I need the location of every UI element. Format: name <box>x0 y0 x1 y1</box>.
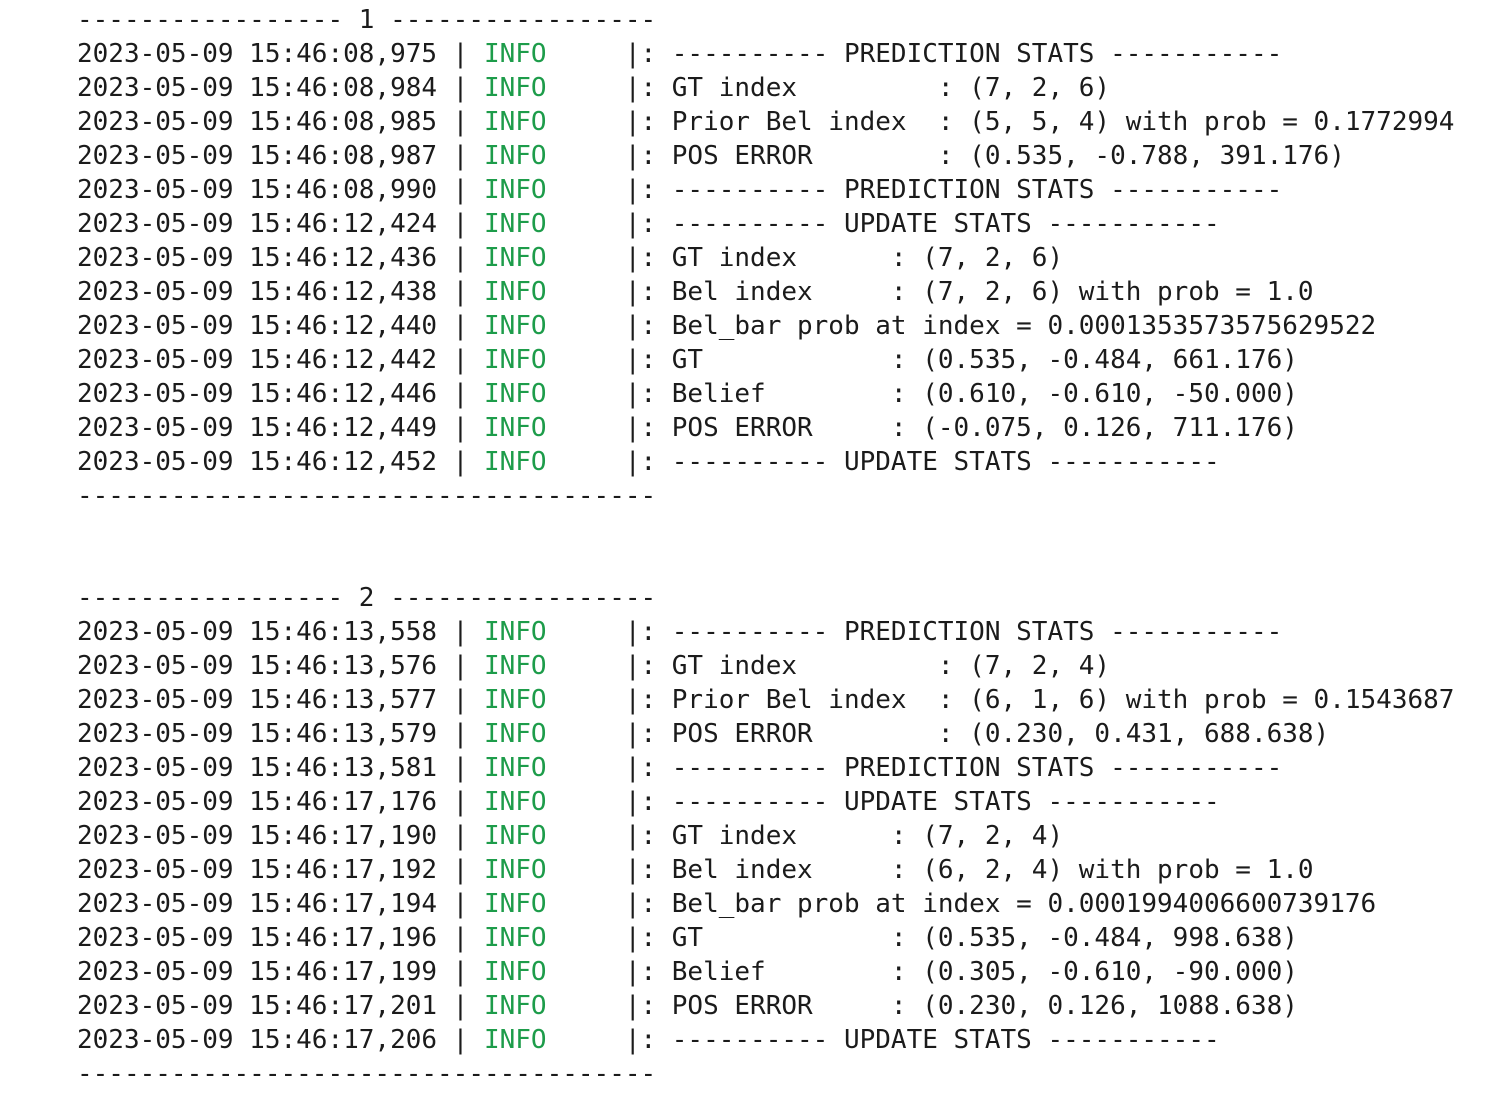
log-message: |: GT : (0.535, -0.484, 998.638) <box>624 923 1298 953</box>
log-timestamp: 2023-05-09 15:46:13,581 | <box>77 753 469 783</box>
log-message: |: Prior Bel index : (5, 5, 4) with prob… <box>624 107 1455 137</box>
log-level: INFO <box>483 311 547 341</box>
log-timestamp: 2023-05-09 15:46:12,452 | <box>77 447 469 477</box>
log-timestamp: 2023-05-09 15:46:17,190 | <box>77 821 469 851</box>
log-level: INFO <box>483 209 547 239</box>
log-message: |: Bel index : (6, 2, 4) with prob = 1.0 <box>624 855 1314 885</box>
log-message: |: GT index : (7, 2, 6) <box>624 243 1064 273</box>
log-timestamp: 2023-05-09 15:46:12,449 | <box>77 413 469 443</box>
log-message: |: GT index : (7, 2, 6) <box>624 73 1111 103</box>
log-timestamp: 2023-05-09 15:46:12,446 | <box>77 379 469 409</box>
log-message: |: Prior Bel index : (6, 1, 6) with prob… <box>624 685 1455 715</box>
log-message: |: GT index : (7, 2, 4) <box>624 821 1064 851</box>
log-timestamp: 2023-05-09 15:46:12,440 | <box>77 311 469 341</box>
log-level: INFO <box>483 685 547 715</box>
log-message: |: ---------- PREDICTION STATS ---------… <box>624 617 1283 647</box>
log-timestamp: 2023-05-09 15:46:12,442 | <box>77 345 469 375</box>
log-level: INFO <box>483 651 547 681</box>
log-timestamp: 2023-05-09 15:46:12,424 | <box>77 209 469 239</box>
block-footer: ------------------------------------- <box>77 1059 657 1089</box>
block-footer: ------------------------------------- <box>77 481 657 511</box>
log-timestamp: 2023-05-09 15:46:13,579 | <box>77 719 469 749</box>
log-message: |: ---------- UPDATE STATS ----------- <box>624 209 1220 239</box>
log-message: |: ---------- UPDATE STATS ----------- <box>624 787 1220 817</box>
log-level: INFO <box>483 277 547 307</box>
log-level: INFO <box>483 923 547 953</box>
log-message: |: ---------- UPDATE STATS ----------- <box>624 447 1220 477</box>
log-level: INFO <box>483 1025 547 1055</box>
log-timestamp: 2023-05-09 15:46:08,984 | <box>77 73 469 103</box>
log-timestamp: 2023-05-09 15:46:17,192 | <box>77 855 469 885</box>
log-timestamp: 2023-05-09 15:46:13,577 | <box>77 685 469 715</box>
log-message: |: GT index : (7, 2, 4) <box>624 651 1111 681</box>
log-level: INFO <box>483 379 547 409</box>
log-level: INFO <box>483 719 547 749</box>
log-timestamp: 2023-05-09 15:46:08,975 | <box>77 39 469 69</box>
log-timestamp: 2023-05-09 15:46:17,196 | <box>77 923 469 953</box>
log-message: |: ---------- PREDICTION STATS ---------… <box>624 39 1283 69</box>
log-message: |: ---------- UPDATE STATS ----------- <box>624 1025 1220 1055</box>
log-level: INFO <box>483 821 547 851</box>
log-message: |: Belief : (0.305, -0.610, -90.000) <box>624 957 1298 987</box>
log-level: INFO <box>483 413 547 443</box>
log-level: INFO <box>483 345 547 375</box>
log-message: |: Bel index : (7, 2, 6) with prob = 1.0 <box>624 277 1314 307</box>
log-level: INFO <box>483 889 547 919</box>
log-timestamp: 2023-05-09 15:46:13,558 | <box>77 617 469 647</box>
log-timestamp: 2023-05-09 15:46:12,438 | <box>77 277 469 307</box>
log-message: |: POS ERROR : (0.535, -0.788, 391.176) <box>624 141 1345 171</box>
log-message: |: POS ERROR : (0.230, 0.431, 688.638) <box>624 719 1330 749</box>
log-level: INFO <box>483 243 547 273</box>
log-level: INFO <box>483 957 547 987</box>
log-timestamp: 2023-05-09 15:46:17,176 | <box>77 787 469 817</box>
log-timestamp: 2023-05-09 15:46:17,194 | <box>77 889 469 919</box>
block-header: ----------------- 1 ----------------- <box>77 5 657 35</box>
log-message: |: Bel_bar prob at index = 0.00013535735… <box>624 311 1377 341</box>
log-level: INFO <box>483 73 547 103</box>
log-level: INFO <box>483 855 547 885</box>
log-level: INFO <box>483 447 547 477</box>
log-level: INFO <box>483 141 547 171</box>
log-level: INFO <box>483 175 547 205</box>
log-level: INFO <box>483 617 547 647</box>
log-message: |: POS ERROR : (0.230, 0.126, 1088.638) <box>624 991 1298 1021</box>
log-message: |: Belief : (0.610, -0.610, -50.000) <box>624 379 1298 409</box>
block-header: ----------------- 2 ----------------- <box>77 583 657 613</box>
log-timestamp: 2023-05-09 15:46:13,576 | <box>77 651 469 681</box>
log-level: INFO <box>483 107 547 137</box>
log-timestamp: 2023-05-09 15:46:08,990 | <box>77 175 469 205</box>
log-message: |: GT : (0.535, -0.484, 661.176) <box>624 345 1298 375</box>
log-timestamp: 2023-05-09 15:46:08,987 | <box>77 141 469 171</box>
log-timestamp: 2023-05-09 15:46:12,436 | <box>77 243 469 273</box>
log-level: INFO <box>483 753 547 783</box>
log-level: INFO <box>483 787 547 817</box>
log-level: INFO <box>483 39 547 69</box>
log-message: |: ---------- PREDICTION STATS ---------… <box>624 753 1283 783</box>
log-timestamp: 2023-05-09 15:46:17,201 | <box>77 991 469 1021</box>
log-timestamp: 2023-05-09 15:46:17,199 | <box>77 957 469 987</box>
log-message: |: Bel_bar prob at index = 0.00019940066… <box>624 889 1377 919</box>
log-message: |: POS ERROR : (-0.075, 0.126, 711.176) <box>624 413 1298 443</box>
log-timestamp: 2023-05-09 15:46:08,985 | <box>77 107 469 137</box>
log-timestamp: 2023-05-09 15:46:17,206 | <box>77 1025 469 1055</box>
log-message: |: ---------- PREDICTION STATS ---------… <box>624 175 1283 205</box>
log-level: INFO <box>483 991 547 1021</box>
